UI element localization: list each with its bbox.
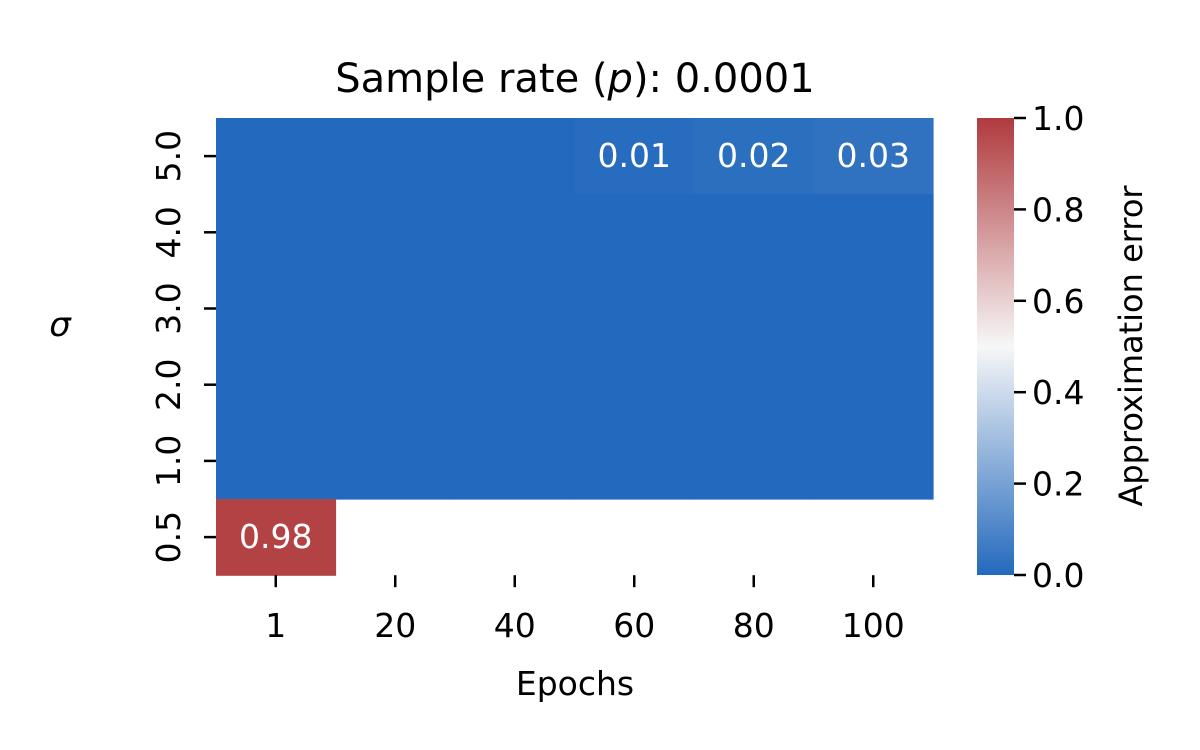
colorbar-tick-label: 0.6: [1032, 282, 1084, 321]
colorbar: 0.0 0.2 0.4 0.6 0.8 1.0 Approximation error: [977, 99, 1150, 595]
cell-value-label: 0.03: [837, 136, 910, 175]
y-tick-label: 0.5: [149, 511, 188, 563]
cell-value-label: 0.01: [598, 136, 671, 175]
heatmap-cell: [216, 270, 337, 348]
y-tick-label: 2.0: [149, 358, 188, 410]
heatmap-cell: [335, 270, 456, 348]
heatmap-cell: [694, 346, 815, 424]
heatmap-cells: [216, 118, 934, 576]
heatmap-cell: [813, 422, 934, 500]
y-tick-label: 4.0: [149, 206, 188, 258]
heatmap-cell: [455, 194, 576, 271]
colorbar-tick-label: 0.4: [1032, 373, 1084, 412]
heatmap-cell: [455, 346, 576, 424]
x-tick-label: 60: [613, 606, 655, 645]
heatmap-cell: [455, 422, 576, 500]
colorbar-tick-label: 0.0: [1032, 556, 1084, 595]
heatmap-cell: [813, 194, 934, 271]
colorbar-gradient: [977, 118, 1014, 575]
colorbar-ticks: 0.0 0.2 0.4 0.6 0.8 1.0: [1014, 99, 1084, 595]
heatmap-cell: [694, 194, 815, 271]
colorbar-tick-label: 0.8: [1032, 190, 1084, 229]
heatmap-cell: [216, 346, 337, 424]
heatmap-cell: [813, 270, 934, 348]
heatmap-cell: [216, 118, 337, 195]
y-axis: 5.0 4.0 3.0 2.0 1.0 0.5: [149, 130, 216, 563]
y-tick-label: 1.0: [149, 435, 188, 487]
heatmap-cell: [335, 118, 456, 195]
cell-value-label: 0.98: [239, 517, 312, 556]
heatmap-cell: [455, 118, 576, 195]
x-axis: 1 20 40 60 80 100: [265, 575, 905, 645]
heatmap-cell: [335, 194, 456, 271]
heatmap-cell: [335, 422, 456, 500]
heatmap-cell: [216, 194, 337, 271]
heatmap-cell: [813, 346, 934, 424]
heatmap-cell: [574, 270, 695, 348]
heatmap-cell: [216, 499, 337, 576]
x-tick-label: 80: [733, 606, 775, 645]
heatmap-cell: [813, 118, 934, 195]
heatmap-cell: [694, 270, 815, 348]
x-tick-label: 1: [265, 606, 286, 645]
x-tick-label: 40: [494, 606, 536, 645]
y-axis-label: σ: [49, 305, 72, 345]
heatmap-cell: [335, 346, 456, 424]
heatmap-cell: [694, 422, 815, 500]
colorbar-tick-label: 0.2: [1032, 465, 1084, 504]
colorbar-tick-label: 1.0: [1032, 99, 1084, 138]
y-tick-label: 3.0: [149, 282, 188, 334]
chart-title: Sample rate (p): 0.0001: [335, 56, 814, 102]
heatmap-cell: [574, 118, 695, 195]
colorbar-label: Approximation error: [1112, 185, 1150, 507]
heatmap-cell: [574, 346, 695, 424]
heatmap-cell: [574, 422, 695, 500]
x-tick-label: 100: [842, 606, 905, 645]
heatmap-cell: [694, 118, 815, 195]
y-tick-label: 5.0: [149, 130, 188, 182]
heatmap-cell: [216, 422, 337, 500]
heatmap-cell: [574, 194, 695, 271]
x-axis-label: Epochs: [516, 664, 634, 703]
heatmap-annotations: 0.01 0.02 0.03 0.98: [239, 136, 910, 556]
cell-value-label: 0.02: [717, 136, 790, 175]
heatmap-cell: [455, 270, 576, 348]
x-tick-label: 20: [374, 606, 416, 645]
